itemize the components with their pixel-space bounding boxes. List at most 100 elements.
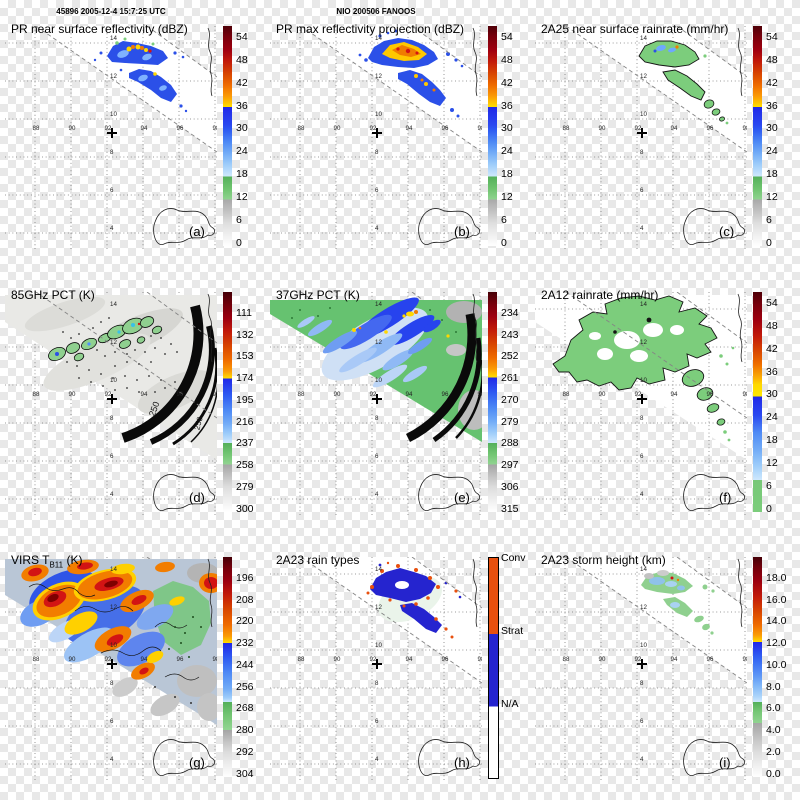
header-storm-id: NIO 200506 FANOOS [336,7,416,16]
colorbar-tick-label: 30 [766,122,778,135]
title-pre: VIRS T [11,553,50,567]
svg-text:4: 4 [640,756,644,763]
svg-text:94: 94 [141,391,148,398]
svg-text:94: 94 [406,391,413,398]
svg-text:14: 14 [640,566,647,573]
title-subscript: B11 [49,560,64,570]
header-orbit-datetime: 45896 2005-12-4 15:7:25 UTC [56,7,166,16]
svg-text:96: 96 [707,656,714,663]
svg-text:4: 4 [110,225,114,232]
panel-letter: (i) [719,755,731,770]
svg-text:6: 6 [110,718,114,725]
colorbar-tick-label: 14.0 [766,615,787,628]
svg-text:10: 10 [375,377,382,384]
colorbar-tick-label: 36 [501,99,513,112]
svg-text:92: 92 [370,125,377,132]
map-virs-tb11: 88 90 92 94 96 98 14 12 10 8 6 4 [5,557,217,781]
svg-text:88: 88 [563,391,570,398]
svg-text:94: 94 [671,391,678,398]
colorbar-tick-label: 300 [236,502,254,515]
panel-letter: (c) [719,224,735,239]
panel-2a23-rain-types: 2A23 rain types 88 90 92 94 96 98 14 12 10 8 6 4 Co… [270,553,528,791]
svg-text:90: 90 [599,391,606,398]
colorbar-tick-label: 24 [236,145,248,158]
panel-37ghz-pct: 37GHz PCT (K) 88 90 92 94 96 98 14 12 10 8 6 4 234 2… [270,288,528,526]
svg-text:8: 8 [375,149,379,156]
panel-pr-max-reflectivity: PR max reflectivity projection (dBZ) 88 9… [270,22,528,260]
svg-text:8: 8 [375,680,379,687]
svg-text:10: 10 [640,377,647,384]
svg-text:4: 4 [375,756,379,763]
colorbar-tick-label: 12 [766,190,778,203]
colorbar-tick-label: 252 [501,350,519,363]
colorbar-tick-label: 153 [236,350,254,363]
svg-text:10: 10 [110,111,117,118]
colorbar-tick-label: 10.0 [766,658,787,671]
svg-text:90: 90 [599,125,606,132]
colorbar-pct37 [488,292,497,512]
title-post: (K) [63,553,83,567]
svg-text:6: 6 [110,453,114,460]
svg-text:6: 6 [375,718,379,725]
colorbar-tick-label: 30 [766,388,778,401]
svg-text:14: 14 [375,566,382,573]
svg-text:8: 8 [375,415,379,422]
svg-text:98: 98 [213,125,217,132]
panel-letter: (g) [189,755,205,770]
colorbar-tick-label: 54 [236,31,248,43]
colorbar-tick-label: 12.0 [766,637,787,650]
colorbar-tick-label: 216 [236,415,254,428]
svg-text:88: 88 [563,656,570,663]
colorbar-tick-label: 279 [236,480,254,493]
panel-2a25-rainrate: 2A25 near surface rainrate (mm/hr) 88 90 9… [535,22,793,260]
svg-text:98: 98 [478,391,482,398]
colorbar-tick-label: 279 [501,415,519,428]
colorbar-tick-label: 6 [766,479,772,492]
colorbar-tick-label: 42 [766,342,778,355]
colorbar-tick-label: 30 [236,122,248,135]
svg-text:94: 94 [406,125,413,132]
svg-text:90: 90 [69,656,76,663]
panel-letter: (b) [454,224,470,239]
map-2a12-rainrate: 88 90 92 94 96 98 14 12 10 8 6 4 [535,292,747,516]
panel-85ghz-pct: 85GHz PCT (K) 250 250 88 90 92 94 96 98 14 12 10 8 6… [5,288,263,526]
colorbar-tick-label: 244 [236,658,254,671]
colorbar-tick-label: 18.0 [766,571,787,584]
svg-text:90: 90 [334,656,341,663]
svg-text:96: 96 [442,656,449,663]
svg-text:88: 88 [33,391,40,398]
svg-text:94: 94 [406,656,413,663]
colorbar-reflectivity [488,26,497,246]
svg-text:92: 92 [105,125,112,132]
svg-text:12: 12 [110,339,117,346]
svg-text:6: 6 [375,187,379,194]
svg-text:98: 98 [743,656,747,663]
svg-text:14: 14 [375,35,382,42]
panel-letter: (h) [454,755,470,770]
colorbar-tick-label: 12 [501,190,513,203]
svg-text:4: 4 [110,491,114,498]
panel-virs-tb11: VIRS TB11 (K) 88 90 92 94 96 98 14 12 10 8 6 4 196 2… [5,553,263,791]
svg-text:10: 10 [110,642,117,649]
colorbar-tick-label: Strat [501,625,524,638]
svg-text:14: 14 [375,301,382,308]
colorbar-reflectivity [223,26,232,246]
colorbar-tick-label: 280 [236,724,254,737]
colorbar-tick-label: 54 [766,297,778,309]
svg-text:12: 12 [375,339,382,346]
colorbar-tick-label: 304 [236,767,254,780]
svg-text:10: 10 [640,642,647,649]
svg-text:250: 250 [147,400,162,418]
colorbar-tick-label: 54 [501,31,513,43]
panel-letter: (e) [454,490,470,505]
panel-letter: (a) [189,224,205,239]
panel-letter: (d) [189,490,205,505]
colorbar-tick-label: 208 [236,593,254,606]
svg-text:8: 8 [110,149,114,156]
svg-text:8: 8 [110,680,114,687]
svg-text:10: 10 [375,642,382,649]
svg-text:96: 96 [707,125,714,132]
svg-text:8: 8 [640,680,644,687]
svg-text:88: 88 [298,125,305,132]
colorbar-tick-label: 42 [236,76,248,89]
